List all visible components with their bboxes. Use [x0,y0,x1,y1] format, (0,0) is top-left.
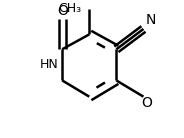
Text: N: N [146,13,156,27]
Text: O: O [57,4,68,18]
Text: CH₃: CH₃ [58,2,81,15]
Text: HN: HN [40,58,59,71]
Text: O: O [141,96,152,110]
